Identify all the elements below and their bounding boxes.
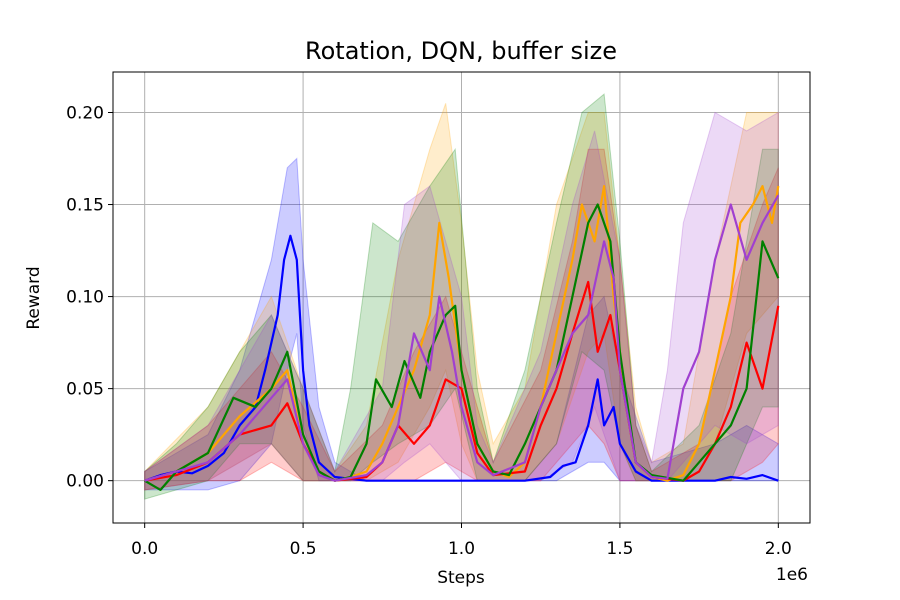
y-axis-label: Reward <box>24 266 44 329</box>
y-axis-ticks: 0.00 0.05 0.10 0.15 0.20 <box>66 103 113 492</box>
x-tick-label: 0.5 <box>290 539 317 559</box>
x-tick-label: 0.0 <box>131 539 158 559</box>
x-axis-ticks: 0.0 0.5 1.0 1.5 2.0 <box>131 523 792 559</box>
y-tick-label: 0.10 <box>66 288 104 308</box>
y-tick-label: 0.05 <box>66 380 104 400</box>
x-axis-label: Steps <box>437 568 485 588</box>
y-tick-label: 0.20 <box>66 103 104 123</box>
x-tick-label: 1.0 <box>448 539 475 559</box>
series-line-4 <box>144 194 780 482</box>
confidence-bands <box>144 93 779 500</box>
x-axis-multiplier: 1e6 <box>776 565 808 585</box>
series-band-1 <box>144 103 779 491</box>
series-line-3 <box>144 203 780 491</box>
y-tick-label: 0.00 <box>66 472 104 492</box>
x-tick-label: 2.0 <box>765 539 792 559</box>
series-lines <box>144 185 780 491</box>
series-band-4 <box>144 111 779 491</box>
chart-title: Rotation, DQN, buffer size <box>305 37 617 65</box>
x-tick-label: 1.5 <box>606 539 633 559</box>
y-tick-label: 0.15 <box>66 196 104 216</box>
series-line-0 <box>144 234 779 482</box>
